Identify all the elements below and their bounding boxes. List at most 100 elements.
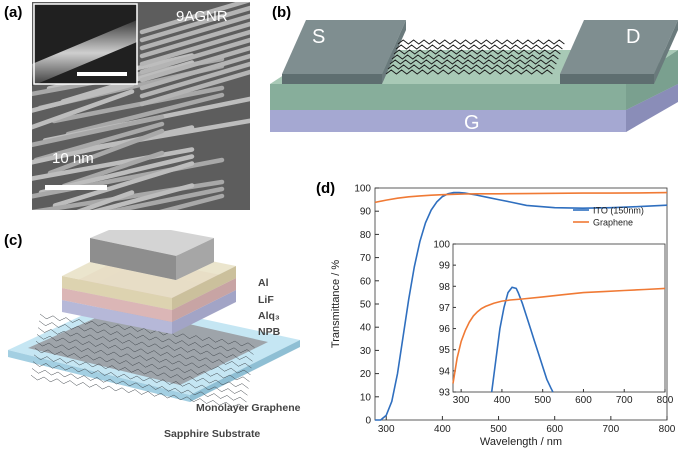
nanoribbon [33,121,165,163]
y-tick-label: 10 [360,392,372,403]
x-tick-label: 300 [378,424,395,435]
layer-label-al: Al [258,277,269,289]
nanoribbon [61,150,165,189]
nanoribbon [32,125,195,165]
gate-label: G [464,112,480,134]
scale-label: 10 nm [52,150,94,167]
legend-label: ITO (150nm) [593,206,644,216]
inset-series-line-ito [490,286,554,393]
nanoribbon [108,186,225,210]
nanoribbon [91,183,195,210]
graphene-lattice [33,354,249,389]
sample-label: 9AGNR [176,8,228,25]
panel-c-label: (c) [4,232,23,249]
inset-x-tick-label: 800 [657,395,674,406]
nanoribbon [159,193,225,210]
nanoribbon [32,114,165,148]
x-tick-label: 600 [546,424,563,435]
nanoribbon [139,45,250,83]
inset-scale-bar [77,72,127,76]
y-tick-label: 0 [365,416,371,427]
inset-y-tick-label: 95 [439,345,451,356]
y-tick-label: 100 [354,184,371,195]
panel-a-stm-image: 9AGNR 10 nm [32,2,250,210]
y-tick-label: 90 [360,207,372,218]
layer-label-npb: NPB [258,326,281,338]
graphene-lattice [32,361,248,396]
graphene-lattice [36,334,252,369]
x-tick-label: 500 [490,424,507,435]
graphene-lattice [30,375,246,410]
graphene-lattice [31,368,247,403]
graphene-lattice [34,347,250,382]
x-tick-label: 400 [434,424,451,435]
nanoribbon [51,85,225,124]
nanoribbon [139,69,250,107]
inset-y-tick-label: 96 [439,324,451,335]
panel-b-label: (b) [272,4,292,21]
y-tick-label: 30 [360,346,372,357]
inset-x-tick-label: 700 [616,395,633,406]
nanoribbon [139,37,250,75]
nanoribbon [52,161,195,208]
panel-d-label: (d) [316,180,336,197]
inset-y-tick-label: 94 [439,366,451,377]
nanoribbon [76,190,135,210]
nanoribbon [139,61,250,99]
y-tick-label: 60 [360,276,372,287]
nanoribbon [47,128,165,176]
nanoribbon [139,2,250,35]
nanoribbon [139,21,250,59]
nanoribbon-image [32,2,250,210]
inset-y-tick-label: 97 [439,303,451,314]
graphene-ribbon [391,54,559,60]
oled-stack-diagram [8,222,300,410]
inset-x-tick-label: 600 [575,395,592,406]
inset-x-tick-label: 300 [453,395,470,406]
graphene-ribbon [385,69,553,75]
y-tick-label: 20 [360,369,372,380]
graphene-lattice [37,327,253,362]
panel-c-oled-stack: Al LiF Alq₃ NPB Monolayer Graphene Sapph… [0,222,320,455]
graphene-ribbon [397,39,565,45]
panel-d-transmittance-chart: 300 400 500 600 700 800 0 10 20 30 40 50 60 70 80 90 100… [325,178,685,455]
inset-x-tick-label: 500 [534,395,551,406]
graphene-lattice [38,320,254,355]
x-tick-label: 800 [659,424,676,435]
nanoribbon [32,82,135,113]
panel-a-label: (a) [4,4,23,21]
graphene-lattice [35,341,251,376]
x-tick-label: 700 [603,424,620,435]
drain-label: D [626,26,641,48]
nanoribbon [65,92,225,137]
nanoribbon [139,53,250,91]
graphene-ribbon [395,44,563,50]
nanoribbon [139,13,250,51]
inset-y-tick-label: 98 [439,282,451,293]
nanoribbon [32,89,135,130]
legend-label: Graphene [593,218,633,228]
inset-y-tick-label: 100 [433,240,450,251]
transistor-diagram [270,20,678,132]
layer-label-alq3: Alq₃ [258,310,280,322]
graphene-ribbon [387,64,555,70]
inset-plot-area [452,243,666,393]
y-tick-label: 50 [360,300,372,311]
inset-y-tick-label: 93 [439,388,451,399]
graphene-ribbon [389,59,557,65]
inset-y-tick-label: 99 [439,261,451,272]
nanoribbon [139,29,250,67]
nanoribbon [32,147,195,181]
graphene-ribbon [393,49,561,55]
panel-b-device-schematic: S D G [268,10,678,160]
x-axis-label: Wavelength / nm [480,436,562,448]
graphene-label: Monolayer Graphene [196,402,301,414]
inset-series-line-graphene [452,287,666,384]
y-tick-label: 40 [360,323,372,334]
y-tick-label: 70 [360,253,372,264]
inset-x-tick-label: 400 [494,395,511,406]
transmittance-chart: 300 400 500 600 700 800 0 10 20 30 40 50 60 70 80 90 100… [330,184,676,449]
y-tick-label: 80 [360,230,372,241]
scale-bar [45,185,107,190]
source-label: S [312,26,326,48]
